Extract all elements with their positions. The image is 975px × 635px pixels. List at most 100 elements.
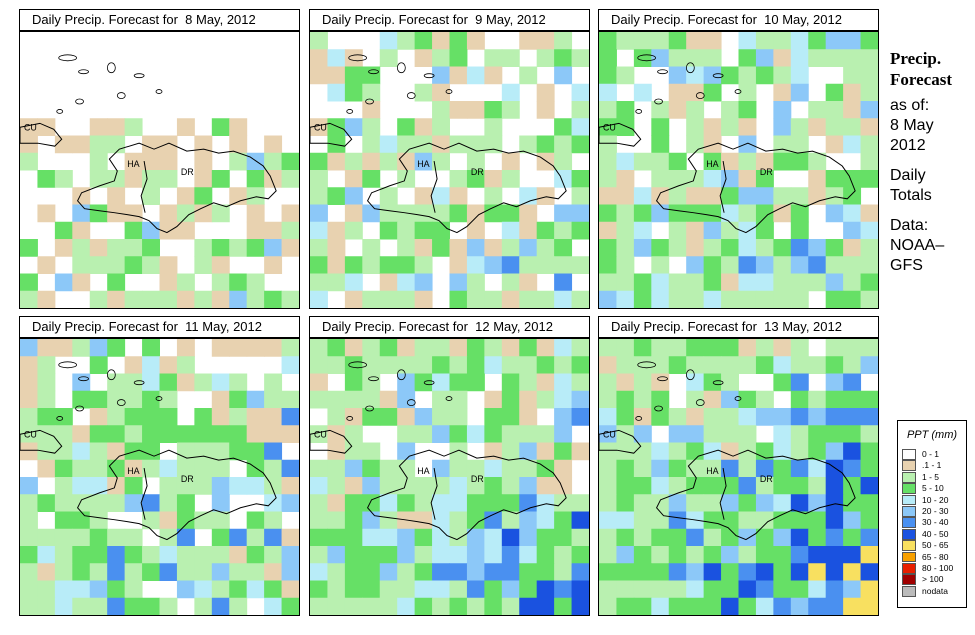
precip-cell bbox=[449, 425, 468, 443]
precip-cell bbox=[327, 256, 346, 274]
precip-cell bbox=[142, 187, 160, 205]
precip-cell bbox=[554, 135, 573, 154]
precip-cell bbox=[484, 135, 503, 154]
precip-cell bbox=[501, 494, 520, 512]
precip-cell bbox=[790, 66, 809, 85]
precip-cell bbox=[344, 152, 363, 171]
forecast-map: CU HA DR bbox=[598, 31, 879, 309]
precip-cell bbox=[37, 580, 56, 599]
precip-cell bbox=[362, 528, 381, 547]
precip-cell bbox=[686, 101, 705, 119]
precip-cell bbox=[414, 339, 433, 357]
island-outline bbox=[368, 69, 379, 75]
precip-cell bbox=[860, 477, 878, 495]
precip-cell bbox=[501, 221, 520, 240]
precip-cell bbox=[721, 256, 739, 274]
precip-cell bbox=[860, 204, 878, 223]
precip-cell bbox=[554, 459, 573, 478]
precip-cell bbox=[362, 118, 381, 136]
precip-cell bbox=[808, 390, 827, 409]
precip-cell bbox=[414, 408, 433, 426]
precip-cell bbox=[107, 290, 126, 308]
precip-cell bbox=[599, 373, 617, 392]
precip-cell bbox=[194, 135, 213, 154]
legend-label: 65 - 80 bbox=[922, 551, 949, 562]
precip-cell bbox=[773, 528, 792, 547]
precip-cell bbox=[466, 528, 485, 547]
precip-cell bbox=[264, 477, 283, 495]
precip-cell bbox=[651, 511, 670, 530]
precip-cell bbox=[703, 66, 722, 85]
precip-cell bbox=[124, 494, 143, 512]
precip-cell bbox=[554, 408, 573, 426]
precip-cell bbox=[773, 273, 792, 292]
precip-cell bbox=[20, 494, 38, 512]
island-outline bbox=[654, 405, 663, 412]
precip-cell bbox=[37, 425, 56, 443]
precip-cell bbox=[616, 204, 635, 223]
precip-cell bbox=[738, 273, 757, 292]
precip-cell bbox=[808, 239, 827, 257]
precip-cell bbox=[72, 256, 91, 274]
precip-cell bbox=[773, 135, 792, 154]
precip-cell bbox=[571, 135, 589, 154]
precip-cell bbox=[20, 477, 38, 495]
precip-cell bbox=[229, 425, 248, 443]
precip-cell bbox=[755, 290, 774, 308]
precip-cell bbox=[466, 239, 485, 257]
precip-cell bbox=[571, 290, 589, 308]
precip-cell bbox=[703, 563, 722, 581]
precip-cell bbox=[755, 49, 774, 67]
precip-cell bbox=[449, 442, 468, 461]
precip-cell bbox=[176, 221, 195, 240]
precip-cell bbox=[264, 580, 283, 599]
legend-label: 5 - 10 bbox=[922, 483, 944, 494]
precip-cell bbox=[54, 528, 73, 547]
precip-cell bbox=[142, 373, 160, 392]
island-outline bbox=[155, 89, 163, 94]
precip-cell bbox=[310, 459, 328, 478]
precip-cell bbox=[211, 511, 230, 530]
precip-cell bbox=[808, 408, 827, 426]
precip-cell bbox=[89, 135, 108, 154]
precip-cell bbox=[686, 221, 705, 240]
precip-cell bbox=[790, 356, 809, 374]
precip-cell bbox=[703, 580, 722, 599]
precip-cell bbox=[484, 546, 503, 564]
precip-cell bbox=[142, 221, 160, 240]
precip-cell bbox=[755, 356, 774, 374]
label-cuba: CU bbox=[24, 122, 37, 132]
precip-cell bbox=[790, 221, 809, 240]
precip-cell bbox=[651, 152, 670, 171]
precip-cell bbox=[703, 32, 722, 50]
precip-cell bbox=[755, 597, 774, 615]
precip-cell bbox=[229, 273, 248, 292]
precip-cell bbox=[571, 373, 589, 392]
precip-cell bbox=[860, 511, 878, 530]
precip-cell bbox=[484, 356, 503, 374]
precip-cell bbox=[89, 256, 108, 274]
precip-cell bbox=[571, 118, 589, 136]
precip-cell bbox=[738, 356, 757, 374]
precip-cell bbox=[825, 597, 844, 615]
precip-cell bbox=[54, 563, 73, 581]
precip-cell bbox=[310, 32, 328, 50]
legend-swatch bbox=[902, 551, 916, 563]
precip-cell bbox=[229, 152, 248, 171]
precip-cell bbox=[194, 597, 213, 615]
island-outline bbox=[346, 109, 354, 114]
precip-cell bbox=[449, 256, 468, 274]
precip-cell bbox=[808, 425, 827, 443]
precip-cell bbox=[738, 528, 757, 547]
precip-cell bbox=[176, 339, 195, 357]
precip-cell bbox=[379, 477, 398, 495]
precip-cell bbox=[466, 356, 485, 374]
precip-cell bbox=[159, 170, 178, 188]
precip-cell bbox=[362, 356, 381, 374]
precip-cell bbox=[484, 408, 503, 426]
precip-cell bbox=[616, 32, 635, 50]
precip-cell bbox=[72, 239, 91, 257]
precip-cell bbox=[686, 390, 705, 409]
precip-cell bbox=[825, 49, 844, 67]
precip-cell bbox=[825, 373, 844, 392]
